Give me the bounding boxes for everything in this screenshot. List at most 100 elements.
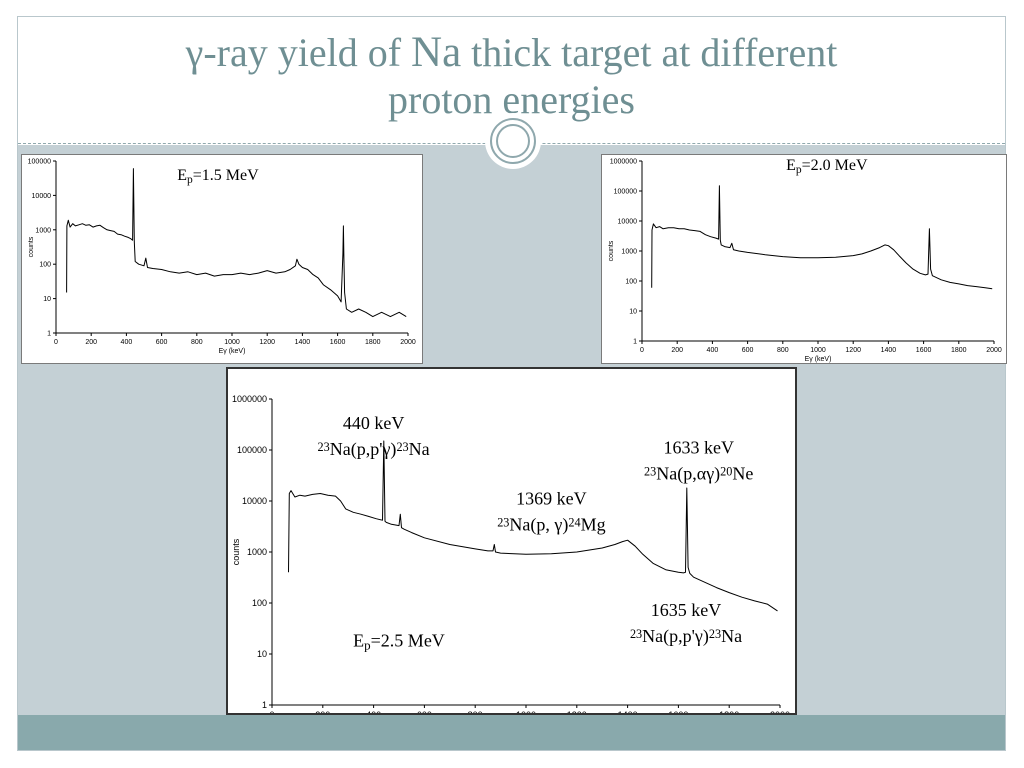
spectrum-chart-2-5-mev: 1 10 100 1000 10000 100000 1000000 0 200 400 600 80… [226,367,797,715]
c3-annotation: 1635 keV 23Na(p,p'γ)23Na [630,600,742,647]
c3-y-tick-label: 10 [257,649,267,659]
c2-y-tick-label: 1 [633,338,637,345]
c1-annotation-line: Ep=1.5 MeV [177,167,259,186]
c3-x-tick-label: 1400 [618,710,638,713]
c3-y-tick-label: 10000 [242,496,267,506]
c2-x-tick-label: 1200 [845,347,861,354]
c2-x-tick-label: 2000 [986,347,1002,354]
c3-x-tick-label: 1600 [668,710,688,713]
c1-spectrum-line [66,168,407,318]
c1-y-tick-label: 1 [47,330,51,337]
c3-y-tick-label: 100000 [237,445,267,455]
c1-x-tick-label: 1800 [365,339,381,346]
c1-y-tick-label: 100 [39,262,51,269]
c3-annotation-line: 1369 keV [516,489,587,509]
annotation-segment: p [187,174,193,186]
annotation-segment: p [796,164,802,176]
c2-annotation-line: Ep=2.0 MeV [786,157,868,176]
c2-x-tick-label: 0 [640,347,644,354]
c3-annotation-line: 23Na(p,p'γ)23Na [318,439,430,460]
c3-annotation-line: 1633 keV [663,438,734,458]
annotation-segment: 23 [630,627,642,641]
annotation-segment: Na [721,626,742,646]
c3-x-tick-label: 600 [417,710,432,713]
annotation-segment: 1633 keV [663,438,734,458]
c3-x-tick-label: 1800 [719,710,739,713]
c3-annotation-line: 23Na(p,αγ)20Ne [644,464,753,485]
c3-annotation: 1369 keV 23Na(p, γ)24Mg [497,489,605,536]
annotation-segment: E [353,631,364,651]
c3-annotation-line: 440 keV [343,413,405,433]
spectrum-chart-1-5-mev-svg: 1 10 100 1000 10000 100000 0 200 400 600 800 1000 12… [28,158,416,355]
c3-y-tick-label: 1000 [247,547,267,557]
c1-x-axis-label: Eγ (keV) [219,348,246,355]
annotation-segment: 20 [720,464,732,478]
c1-x-tick-label: 600 [156,339,168,346]
c3-annotation-line: 1635 keV [651,600,722,620]
c3-annotation-line: 23Na(p, γ)24Mg [497,515,605,536]
c1-x-tick-label: 2000 [400,339,416,346]
c1-x-tick-label: 1000 [224,339,240,346]
c2-y-tick-label: 1000 [621,248,637,255]
annotation-segment: 23 [709,627,721,641]
c1-y-axis-label: counts [28,236,35,257]
c2-x-tick-label: 1400 [881,347,897,354]
c3-annotation-line: Ep=2.5 MeV [353,631,445,653]
annotation-segment: E [786,157,796,174]
annotation-segment: Na(p, γ) [509,515,568,536]
c1-y-tick-label: 100000 [28,158,51,165]
c2-y-tick-label: 1000000 [610,158,637,165]
annotation-segment: Na [409,439,430,459]
c3-x-tick-label: 0 [269,710,274,713]
annotation-segment: 1369 keV [516,489,587,509]
c2-y-tick-label: 100 [625,278,637,285]
slide-title: γ-ray yield of Na thick target at differ… [18,29,1005,123]
c2-x-tick-label: 200 [671,347,683,354]
annotation-segment: 24 [568,515,580,529]
annotation-segment: =2.0 MeV [802,157,868,174]
c2-y-tick-label: 10000 [618,218,638,225]
c3-x-tick-label: 200 [315,710,330,713]
c3-y-tick-label: 1000000 [232,394,267,404]
annotation-segment: 23 [318,440,330,454]
spectrum-chart-2-0-mev-svg: 1 10 100 1000 10000 100000 1000000 0 200 400 600 80… [608,157,1002,363]
c1-x-tick-label: 1400 [295,339,311,346]
c1-y-tick-label: 10000 [32,193,52,200]
c3-spectrum-line [288,440,778,612]
annotation-segment: Na(p,p'γ) [330,439,397,460]
c3-x-tick-label: 400 [366,710,381,713]
c1-annotation: Ep=1.5 MeV [177,167,259,186]
c1-y-tick-label: 10 [43,296,51,303]
annotation-segment: 23 [396,440,408,454]
c2-annotation: Ep=2.0 MeV [786,157,868,176]
c3-x-tick-label: 1000 [516,710,536,713]
annotation-segment: p [364,637,370,652]
c3-y-axis-label: counts [231,538,241,565]
c1-x-tick-label: 0 [54,339,58,346]
annotation-segment: E [177,167,187,184]
c1-y-tick-label: 1000 [35,227,51,234]
spectrum-chart-2-0-mev: 1 10 100 1000 10000 100000 1000000 0 200 400 600 80… [601,154,1007,364]
spectrum-chart-1-5-mev: 1 10 100 1000 10000 100000 0 200 400 600 800 1000 12… [21,154,423,364]
annotation-segment: 1635 keV [651,600,722,620]
c2-spectrum-line [651,185,993,290]
c2-x-tick-label: 400 [707,347,719,354]
c3-annotation: Ep=2.5 MeV [353,631,445,653]
c2-x-tick-label: 1600 [916,347,932,354]
title-part-3: thick target at different [461,30,838,75]
c3-y-tick-label: 1 [262,700,267,710]
c3-annotation-line: 23Na(p,p'γ)23Na [630,626,742,647]
c2-x-tick-label: 600 [742,347,754,354]
c3-annotation: 1633 keV 23Na(p,αγ)20Ne [644,438,753,485]
annotation-segment: 23 [497,515,509,529]
annotation-segment: Mg [581,515,606,535]
c1-x-tick-label: 200 [85,339,97,346]
c1-x-tick-label: 1600 [330,339,346,346]
annotation-segment: =2.5 MeV [371,631,445,651]
c3-x-tick-label: 800 [468,710,483,713]
c2-x-tick-label: 800 [777,347,789,354]
footer-band [18,715,1005,750]
c2-x-tick-label: 1800 [951,347,967,354]
title-part-2: Na [411,29,462,76]
